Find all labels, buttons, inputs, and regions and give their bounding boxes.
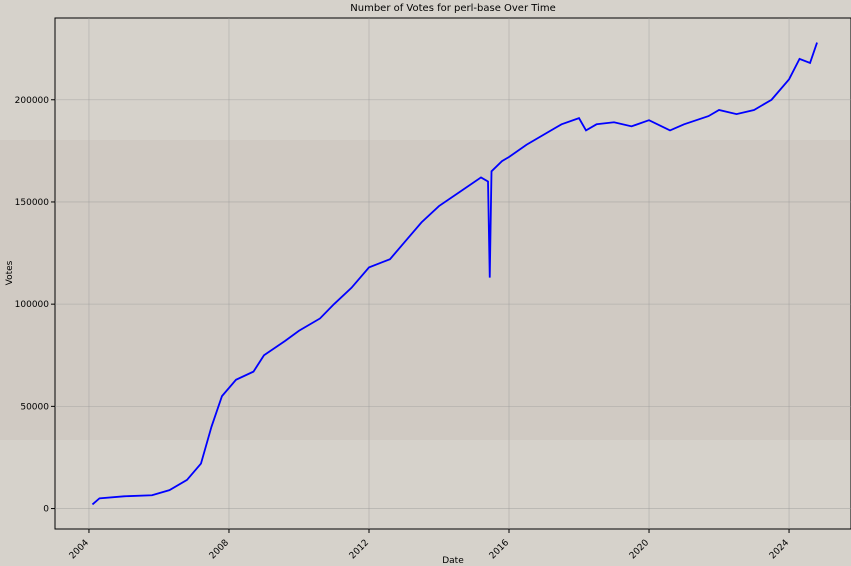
chart: Number of Votes for perl-base Over Time … [0, 0, 851, 566]
photo-band [0, 140, 851, 440]
y-axis-label: Votes [5, 260, 15, 285]
y-tick-label: 0 [43, 505, 49, 515]
chart-title: Number of Votes for perl-base Over Time [350, 3, 555, 14]
y-tick-label: 150000 [15, 198, 50, 208]
y-tick-label: 200000 [15, 96, 50, 106]
y-tick-label: 50000 [20, 402, 49, 412]
y-tick-label: 100000 [15, 300, 50, 310]
x-axis-label: Date [442, 556, 464, 566]
